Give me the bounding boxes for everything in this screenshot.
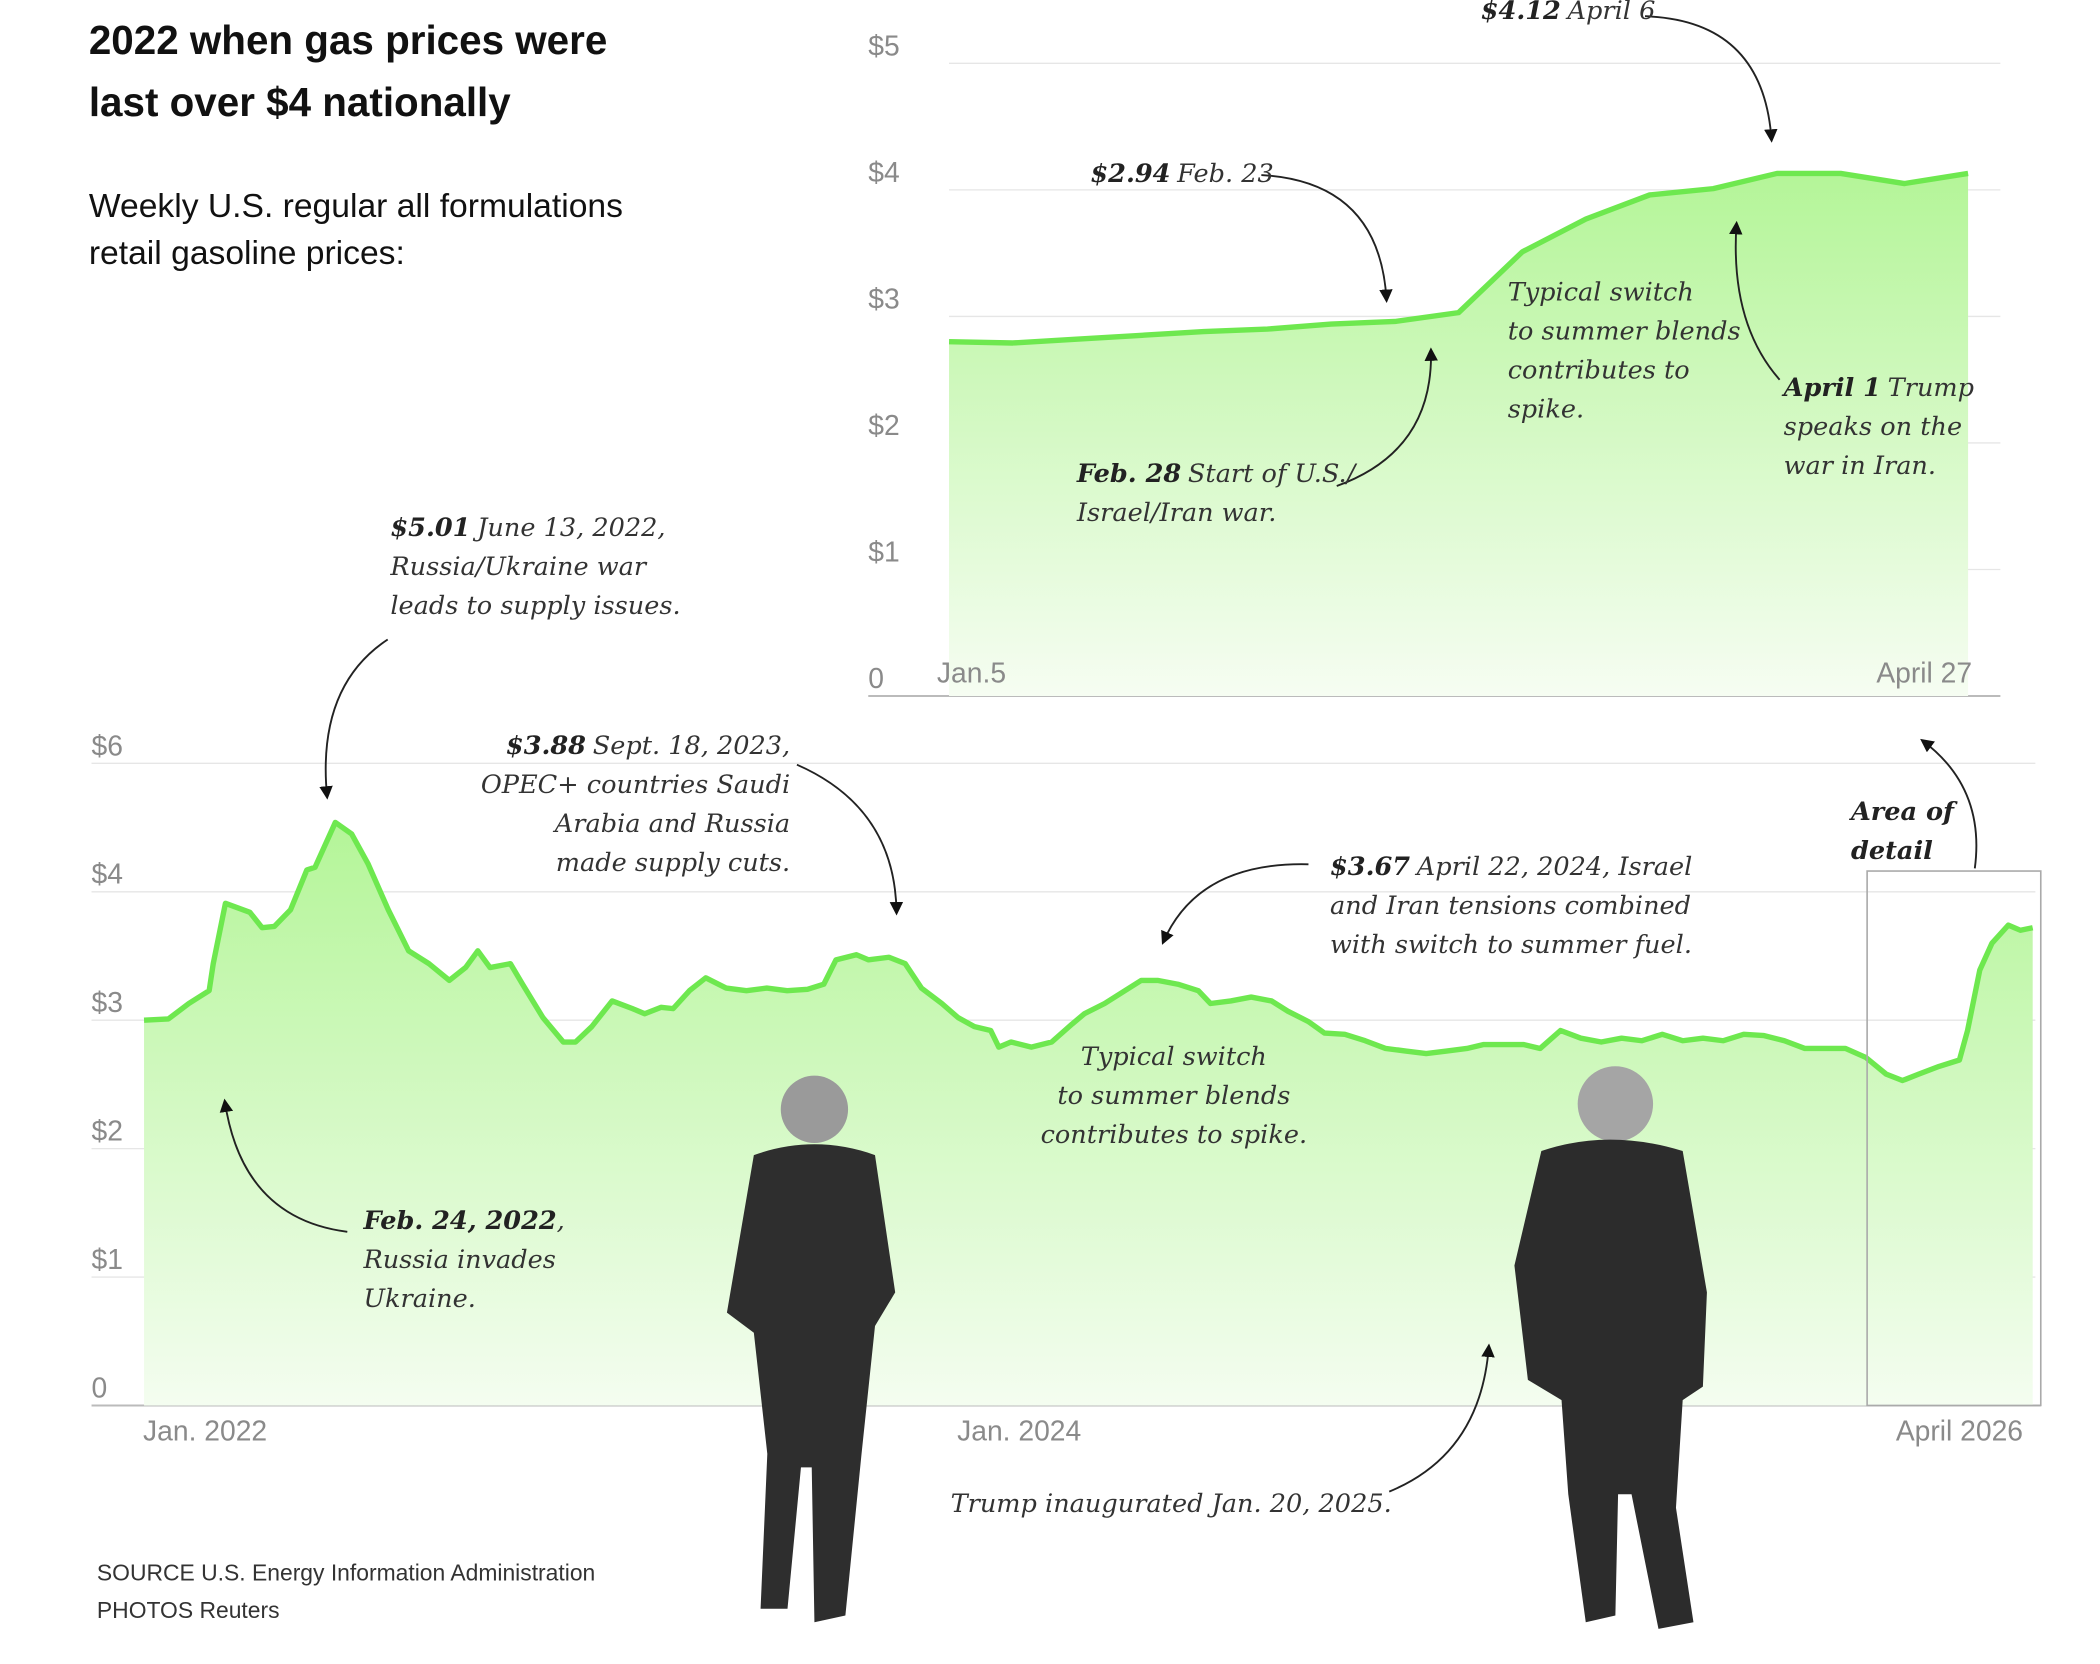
annotation-text: OPEC+ countries Saudi [481,770,790,800]
area-fill [144,822,2033,1406]
source-note: SOURCE U.S. Energy Information Administr… [97,1559,595,1585]
y-tick-label: $1 [92,1243,123,1275]
y-tick-label: $3 [92,986,123,1018]
x-tick-label: Jan. 2022 [143,1414,267,1446]
photo-head [780,1075,849,1143]
annotation-text: Trump inaugurated Jan. 20, 2025. [951,1489,1392,1519]
annotation: Trump inaugurated Jan. 20, 2025. [951,1489,1392,1519]
x-tick-label: April 27 [1876,657,1972,689]
annotation-text: Russia invades [362,1245,555,1275]
photo-figure [1514,1139,1707,1629]
y-tick-label: $2 [868,409,899,441]
y-tick-label: $4 [92,858,123,890]
annotation-text: spike. [1508,394,1584,424]
y-tick-label: $6 [92,729,123,761]
annotation-text: speaks on the [1784,412,1962,442]
chart-subtitle: retail gasoline prices: [89,235,405,272]
source-note: PHOTOS Reuters [97,1597,280,1623]
annotation-text: to summer blends [1057,1081,1290,1111]
photo-left [726,1075,896,1623]
annotation-text: June 13, 2022, [472,513,665,543]
arrow [1644,15,1778,143]
annotation: $4.12 April 6 [1481,0,1656,26]
annotation-text: , [557,1206,565,1236]
annotation-bold: $3.67 [1330,852,1410,882]
annotation-text: April 6 [1566,0,1656,26]
detail-box [1866,870,2042,1407]
annotation-bold: Area of [1849,797,1958,827]
annotation: Feb. 28 Start of U.S./ Israel/Iran war. [1076,459,1358,528]
chart-title: last over $4 nationally [89,79,511,125]
y-tick-label: $5 [868,29,899,61]
arrow [1920,738,1978,869]
annotation: $3.88 Sept. 18, 2023, OPEC+ countries Saud… [481,731,790,878]
x-tick-label: Jan. 2024 [957,1414,1081,1446]
annotation-bold: $2.94 [1090,159,1170,189]
arrow [1261,174,1393,303]
y-tick-label: $1 [868,535,899,567]
photo-right [1514,1066,1707,1629]
arrow [1729,220,1781,381]
annotation: April 1 Trump speaks on the war in Iran. [1782,373,1974,481]
annotation-text: Typical switch [1508,277,1694,307]
annotation-text: war in Iran. [1784,451,1936,481]
annotation-text: Start of U.S./ [1188,459,1358,489]
photo-head [1577,1066,1654,1142]
annotation-text: Arabia and Russia [553,809,790,839]
annotation: Typical switch to summer blends contribute… [1508,277,1741,424]
y-tick-label: 0 [92,1371,108,1403]
annotation-bold: $3.88 [506,731,586,761]
annotation-text: Typical switch [1081,1042,1267,1072]
annotation-text: with switch to summer fuel. [1330,930,1692,960]
annotation-bold: Feb. 28 [1076,459,1181,489]
annotation: Feb. 24, 2022, Russia invades Ukraine. [362,1206,564,1314]
price-line [143,819,2034,1084]
arrow [219,1098,348,1233]
annotation: Typical switch to summer blends contribute… [1041,1042,1308,1150]
annotation-text: leads to supply issues. [390,591,680,621]
chart-title: 2022 when gas prices were [89,17,607,63]
y-tick-label: $3 [868,282,899,314]
annotation: $2.94 Feb. 23 [1090,159,1273,189]
annotation-text: Trump [1888,373,1974,403]
price-line [948,170,1969,346]
annotation-text: April 22, 2024, Israel [1415,852,1693,882]
annotation-bold: $5.01 [390,513,470,543]
arrows [219,15,1978,1493]
x-tick-label: Jan.5 [937,657,1006,689]
annotation-bold: detail [1851,836,1933,866]
annotation-text: to summer blends [1508,316,1741,346]
annotation-bold: Feb. 24, 2022 [362,1206,556,1236]
annotation: $5.01 June 13, 2022, Russia/Ukraine war lea… [389,513,680,621]
annotation-text: and Iran tensions combined [1330,891,1691,921]
arrow [796,763,904,916]
y-tick-label: $4 [868,156,899,188]
y-tick-label: $2 [92,1115,123,1147]
annotation-text: Ukraine. [363,1284,475,1314]
arrow [1336,347,1438,487]
annotation-text: Israel/Iran war. [1076,498,1276,528]
area-fill [949,173,1969,697]
arrow [1161,863,1309,945]
annotation-text: contributes to spike. [1041,1120,1308,1150]
annotation-text: made supply cuts. [556,848,790,878]
annotation-text: Feb. 23 [1176,159,1274,189]
annotation-text: Russia/Ukraine war [389,552,647,582]
annotation-text: Sept. 18, 2023, [593,731,791,761]
annotation-bold: $4.12 [1481,0,1561,26]
annotation-text: contributes to [1508,355,1690,385]
arrow [1388,1343,1495,1493]
text-layer: 2022 when gas prices were last over $4 na… [89,0,2023,1623]
x-tick-label: April 2026 [1896,1414,2023,1446]
annotation: Area of detail [1849,797,1958,866]
annotation-bold: April 1 [1782,373,1881,403]
y-tick-label: 0 [868,662,884,694]
detail-frame [1866,870,2042,1407]
photo-figure [726,1144,896,1623]
arrow [319,638,389,800]
chart-subtitle: Weekly U.S. regular all formulations [89,188,623,225]
annotation: $3.67 April 22, 2024, Israel and Iran tens… [1330,852,1692,960]
